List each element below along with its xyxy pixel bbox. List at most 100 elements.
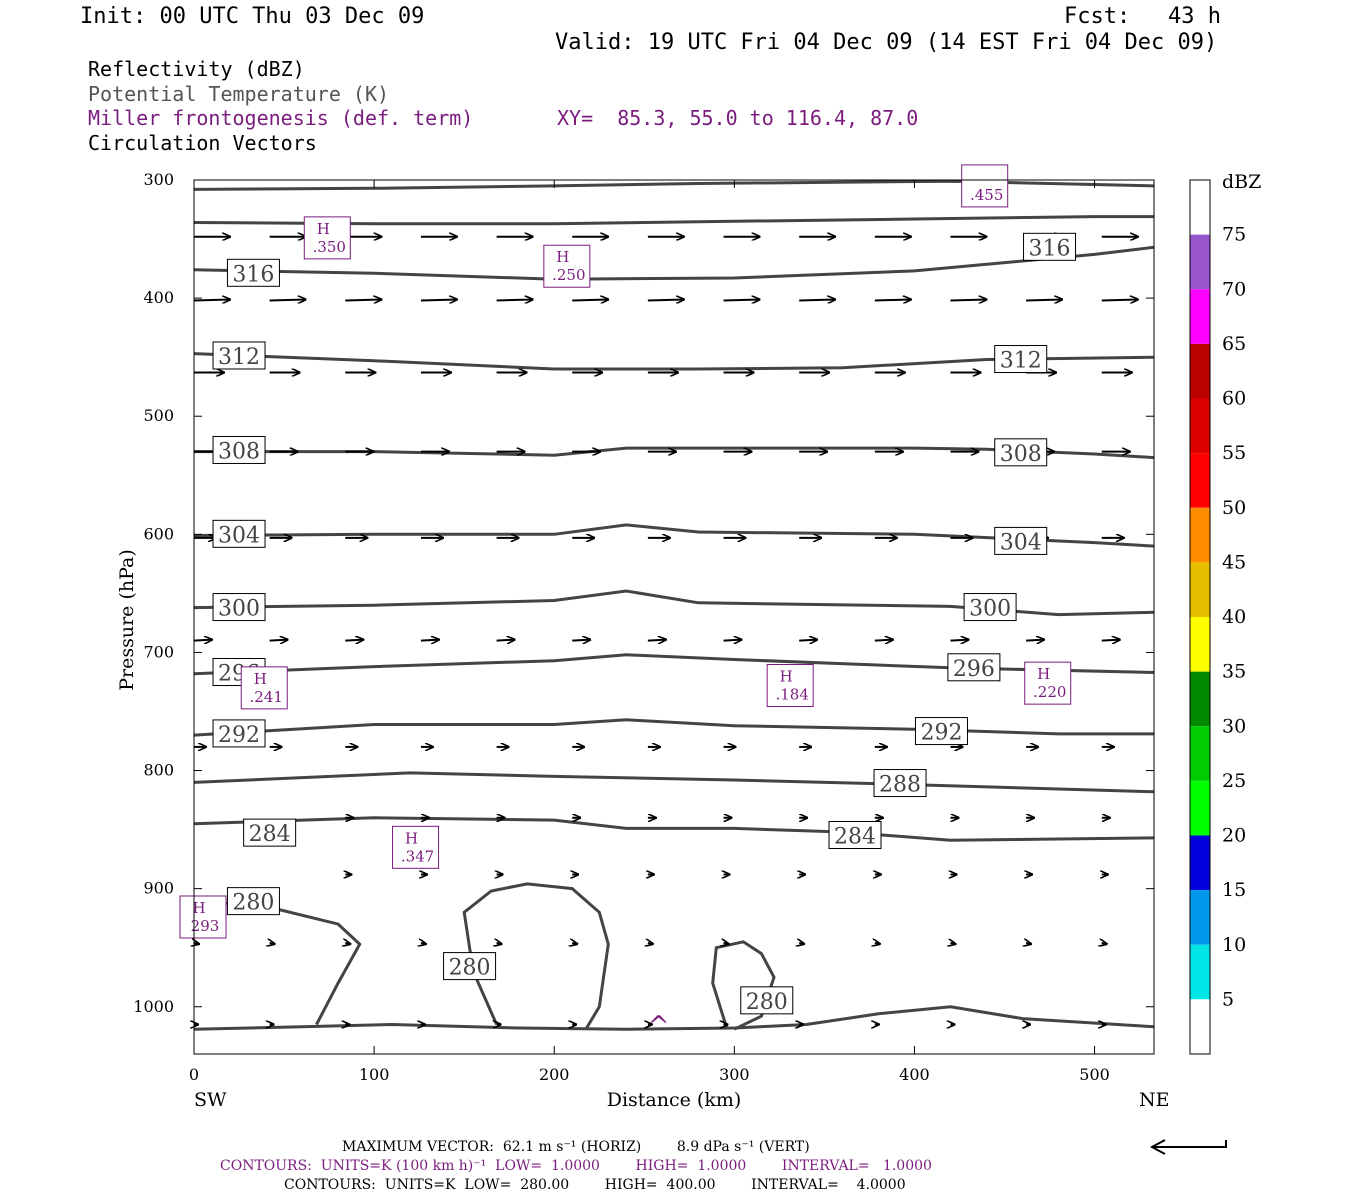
colorbar-swatch xyxy=(1190,289,1210,344)
circulation-vector-arrow xyxy=(875,943,880,944)
frontogenesis-max-label: H.350 xyxy=(303,216,351,260)
svg-text:H: H xyxy=(317,220,330,238)
svg-text:300: 300 xyxy=(218,597,260,622)
theta-contour-label: 316 xyxy=(1023,232,1077,261)
svg-text:H: H xyxy=(556,248,569,266)
svg-text:H: H xyxy=(780,668,793,686)
svg-text:.241: .241 xyxy=(250,688,283,706)
colorbar-tick-label: 75 xyxy=(1222,224,1246,246)
theta-contour-label: 312 xyxy=(994,345,1048,374)
circulation-vector-arrow xyxy=(874,640,893,641)
colorbar-tick-label: 70 xyxy=(1222,278,1246,300)
colorbar-swatch xyxy=(1190,398,1210,454)
svg-text:H: H xyxy=(254,670,267,688)
colorbar-swatch xyxy=(1190,999,1210,1054)
colorbar-swatch xyxy=(1190,944,1210,1000)
y-tick-label: 1000 xyxy=(133,997,174,1016)
theta-contour-line xyxy=(711,940,776,1031)
svg-text:308: 308 xyxy=(1000,442,1042,467)
svg-text:284: 284 xyxy=(249,822,291,847)
plot-frame xyxy=(193,179,1155,1055)
circulation-vector-arrow xyxy=(193,640,212,641)
colorbar-swatch xyxy=(1190,780,1210,836)
circulation-vector-arrow xyxy=(950,640,968,641)
circulation-vector-arrow xyxy=(1026,943,1031,944)
circulation-vector-arrow xyxy=(421,943,426,944)
circulation-vector-arrow xyxy=(799,299,835,300)
y-tick-label: 600 xyxy=(143,524,174,543)
x-tick-label: 100 xyxy=(359,1065,390,1084)
x-tick-label: 400 xyxy=(899,1065,930,1084)
circulation-vector-arrow xyxy=(572,640,590,641)
theta-contour-label: 288 xyxy=(873,769,927,798)
frontogenesis-max-label: H.241 xyxy=(240,666,288,710)
theta-contour-label: 308 xyxy=(212,435,266,464)
footer-theta-contours: CONTOURS: UNITS=K LOW= 280.00 HIGH= 400.… xyxy=(284,1177,906,1193)
theta-contour-label: 280 xyxy=(740,986,794,1015)
circulation-vector-arrow xyxy=(496,299,533,300)
svg-text:308: 308 xyxy=(218,439,260,464)
svg-text:296: 296 xyxy=(953,657,995,682)
frontogenesis-max-label: H.347 xyxy=(392,825,440,869)
y-axis-label: Pressure (hPa) xyxy=(116,549,138,691)
circulation-vector-arrow xyxy=(723,299,760,300)
colorbar-swatch xyxy=(1190,343,1210,399)
svg-text:316: 316 xyxy=(232,262,274,287)
y-tick-label: 300 xyxy=(143,170,174,189)
legend-frontogenesis: Miller frontogenesis (def. term) xyxy=(88,106,474,130)
circulation-vector-arrow xyxy=(345,943,350,944)
colorbar-swatch xyxy=(1190,453,1210,508)
theta-contour-label: 296 xyxy=(947,653,1001,682)
svg-text:280: 280 xyxy=(449,956,491,981)
frontogenesis-max-label: H.184 xyxy=(766,664,814,708)
theta-contour-label: 292 xyxy=(212,719,266,748)
theta-contour-label: 280 xyxy=(226,887,280,916)
colorbar-tick-label: 25 xyxy=(1222,770,1246,792)
theta-contour-line xyxy=(194,653,1154,676)
theta-contour-label: 304 xyxy=(212,519,266,548)
init-time: Init: 00 UTC Thu 03 Dec 09 xyxy=(80,4,425,29)
circulation-vector-arrow xyxy=(345,299,381,300)
colorbar-tick-label: 5 xyxy=(1222,988,1234,1010)
theta-contour-line xyxy=(194,352,1154,371)
circulation-vector-arrow xyxy=(194,943,199,944)
theta-contour-label: 292 xyxy=(914,717,968,746)
distance-axis: 0 100 200 300 400 500 xyxy=(189,180,1110,1084)
circulation-vector-arrow xyxy=(345,640,363,641)
circulation-vector-arrow xyxy=(647,640,666,641)
svg-text:H: H xyxy=(405,829,418,847)
svg-text:H: H xyxy=(192,899,205,917)
svg-text:292: 292 xyxy=(218,723,260,748)
y-tick-label: 400 xyxy=(143,288,174,307)
theta-contour-label: 312 xyxy=(212,341,266,370)
colorbar-tick-label: 50 xyxy=(1222,497,1246,519)
circulation-vector-arrow xyxy=(420,640,439,641)
theta-contour-label: 316 xyxy=(226,258,280,287)
x-tick-label: 0 xyxy=(189,1065,199,1084)
colorbar-frame xyxy=(1189,179,1211,1055)
colorbar-swatch xyxy=(1190,617,1210,672)
circulation-vector-arrow xyxy=(193,299,230,300)
max-vector-reference-arrow xyxy=(1149,1139,1227,1155)
circulation-vector-arrow xyxy=(724,943,729,944)
frontogenesis-max-label: H.220 xyxy=(1024,661,1072,705)
theta-contour-line xyxy=(194,589,1154,617)
x-tick-label: 200 xyxy=(539,1065,570,1084)
svg-text:280: 280 xyxy=(746,990,788,1015)
colorbar-swatch xyxy=(1190,180,1210,235)
theta-contour-label: 284 xyxy=(828,821,882,850)
footer-frontogenesis-contours: CONTOURS: UNITS=K (100 km h)⁻¹ LOW= 1.00… xyxy=(220,1158,932,1174)
svg-text:.347: .347 xyxy=(401,847,434,865)
circulation-vector-arrow xyxy=(572,943,577,944)
colorbar-tick-label: 20 xyxy=(1222,825,1246,847)
colorbar-tick-label: 40 xyxy=(1222,606,1246,628)
legend-reflectivity: Reflectivity (dBZ) xyxy=(88,57,305,81)
svg-text:293: 293 xyxy=(191,917,220,935)
frontogenesis-low-marker: ^ xyxy=(648,1012,670,1042)
circulation-vector-arrow xyxy=(647,299,684,300)
svg-text:300: 300 xyxy=(969,597,1011,622)
theta-contour-line xyxy=(194,1005,1154,1031)
svg-text:304: 304 xyxy=(1000,530,1042,555)
